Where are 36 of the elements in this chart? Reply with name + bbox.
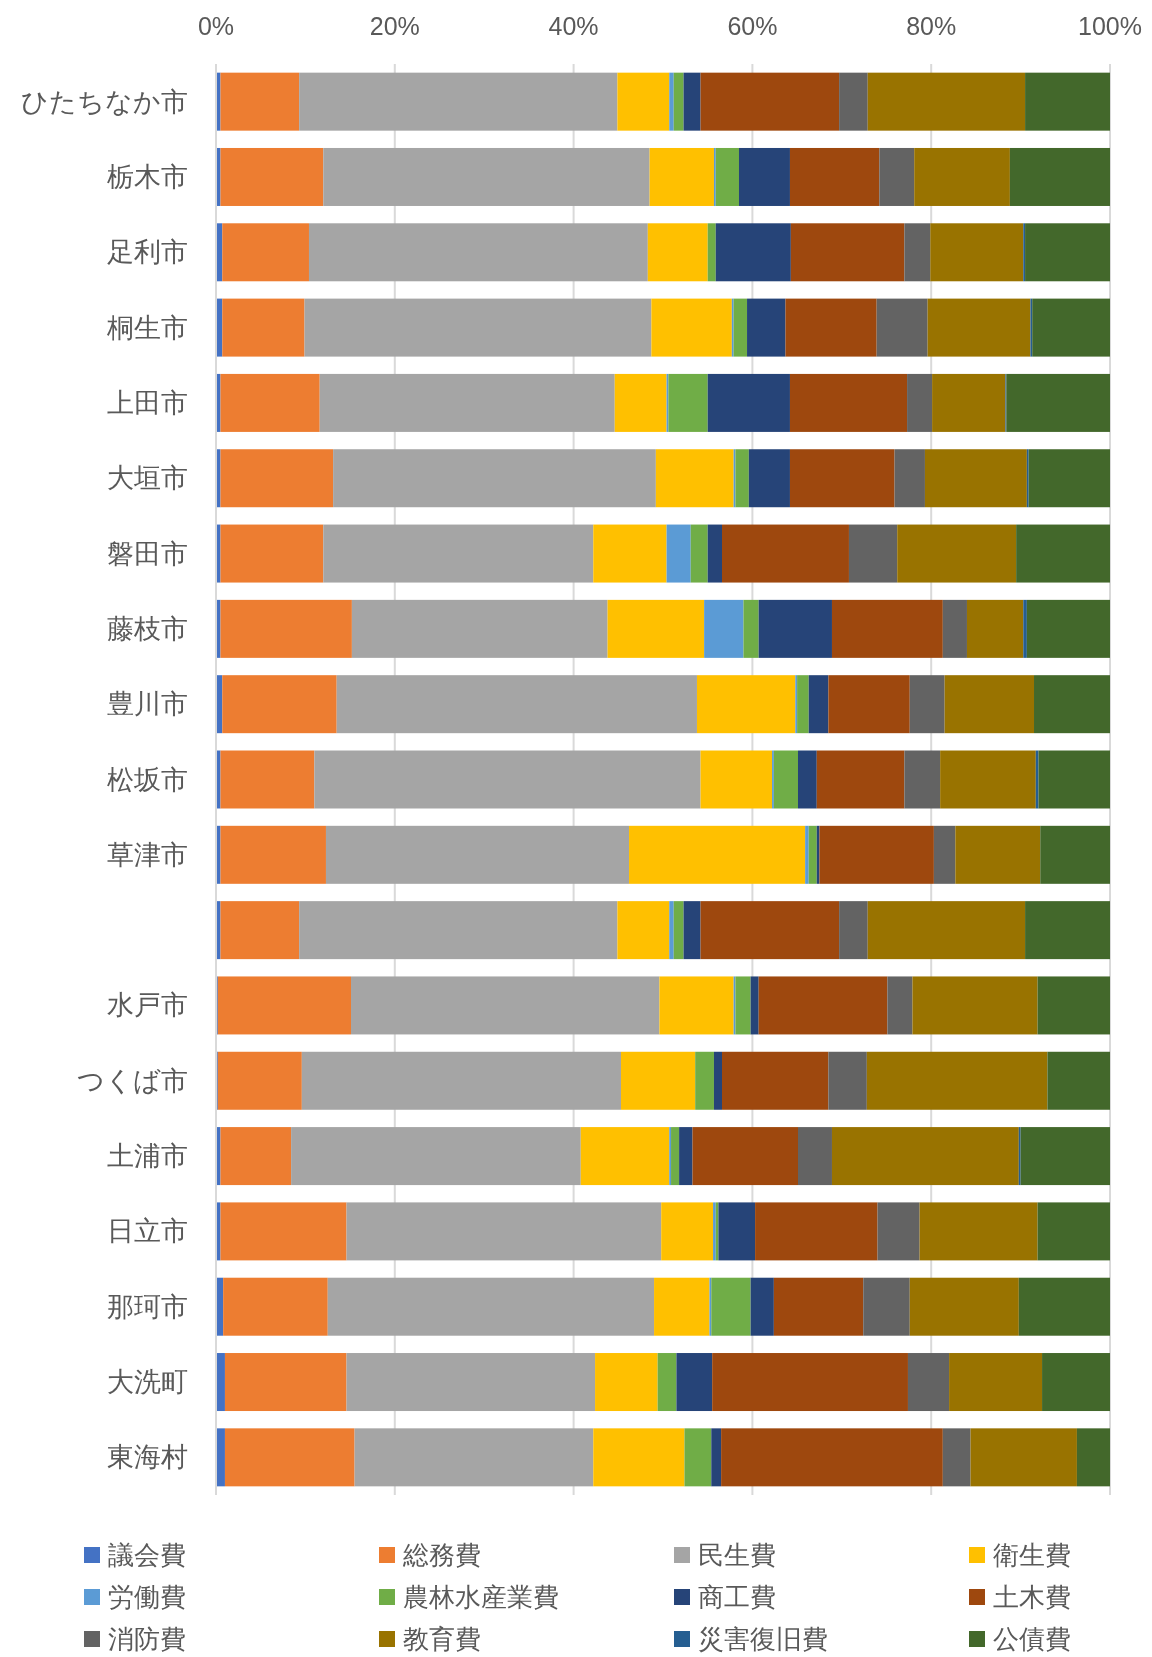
y-tick-label: 磐田市 [107,538,188,569]
legend-label: 商工費 [698,1582,776,1612]
legend-label: 衛生費 [993,1540,1071,1570]
y-tick-label: 藤枝市 [107,613,188,644]
y-tick-label: 松坂市 [107,764,188,795]
y-tick-label: 上田市 [107,387,188,418]
y-tick-label: 大垣市 [107,463,188,494]
legend-label: 土木費 [993,1582,1071,1612]
y-tick-label: 草津市 [107,839,188,870]
legend-label: 民生費 [698,1540,776,1570]
legend-label: 農林水産業費 [403,1582,559,1612]
y-tick-label: 水戸市 [107,990,188,1021]
x-tick-label: 60% [727,12,778,40]
y-tick-label: 東海村 [107,1442,188,1473]
legend-label: 災害復旧費 [698,1624,828,1654]
x-tick-label: 0% [197,12,235,40]
y-tick-label: 豊川市 [107,689,188,720]
y-tick-label: 土浦市 [107,1141,188,1172]
x-tick-label: 20% [369,12,420,40]
y-tick-label: 桐生市 [106,312,188,343]
x-tick-label: 80% [906,12,957,40]
x-tick-label: 40% [548,12,599,40]
y-tick-label: 栃木市 [107,161,188,192]
y-tick-label: 那珂市 [107,1291,188,1322]
legend-label: 議会費 [108,1540,186,1570]
y-tick-label: つくば市 [77,1065,188,1096]
y-tick-label: 大洗町 [107,1367,188,1398]
legend-label: 教育費 [403,1624,481,1654]
y-tick-label: ひたちなか市 [21,86,188,117]
y-tick-label: 日立市 [107,1216,188,1247]
y-tick-label: 足利市 [107,237,188,268]
legend-label: 公債費 [993,1624,1071,1654]
legend-label: 労働費 [108,1582,186,1612]
x-tick-label: 100% [1078,12,1142,40]
legend-label: 総務費 [402,1540,481,1570]
legend-label: 消防費 [108,1624,186,1654]
